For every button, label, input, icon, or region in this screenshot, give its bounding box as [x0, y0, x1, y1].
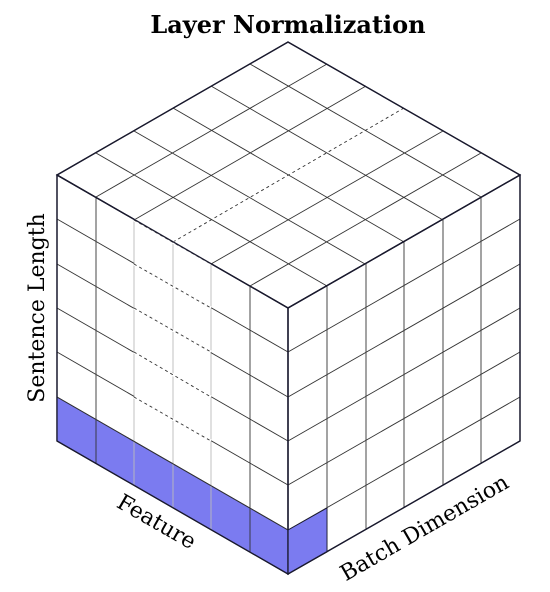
cube-outline — [56, 41, 521, 575]
top-grid-line — [95, 63, 328, 198]
top-grid-line — [133, 85, 367, 221]
axis-label-sentence-length: Sentence Length — [25, 213, 50, 403]
right-grid-row — [287, 351, 521, 486]
cube-right-face — [287, 173, 521, 576]
cube-top-face — [55, 41, 522, 309]
cube-front-edges — [56, 174, 521, 309]
cube-left-face — [56, 173, 289, 576]
highlighted-corner-cell — [287, 507, 328, 575]
left-grid-dash — [133, 396, 212, 442]
top-grid-line — [210, 130, 444, 265]
right-grid-row — [287, 218, 521, 353]
top-grid-line — [172, 107, 405, 243]
top-grid-line — [249, 152, 482, 287]
diagram-title: Layer Normalization — [150, 10, 425, 39]
left-grid-dash — [133, 307, 212, 353]
right-grid-row — [287, 307, 521, 442]
cube — [55, 41, 522, 576]
left-grid-dash — [133, 351, 212, 398]
left-grid-dash — [133, 263, 212, 309]
right-grid-row — [287, 263, 521, 398]
left-grid-row — [56, 396, 289, 531]
highlighted-row — [56, 396, 289, 575]
